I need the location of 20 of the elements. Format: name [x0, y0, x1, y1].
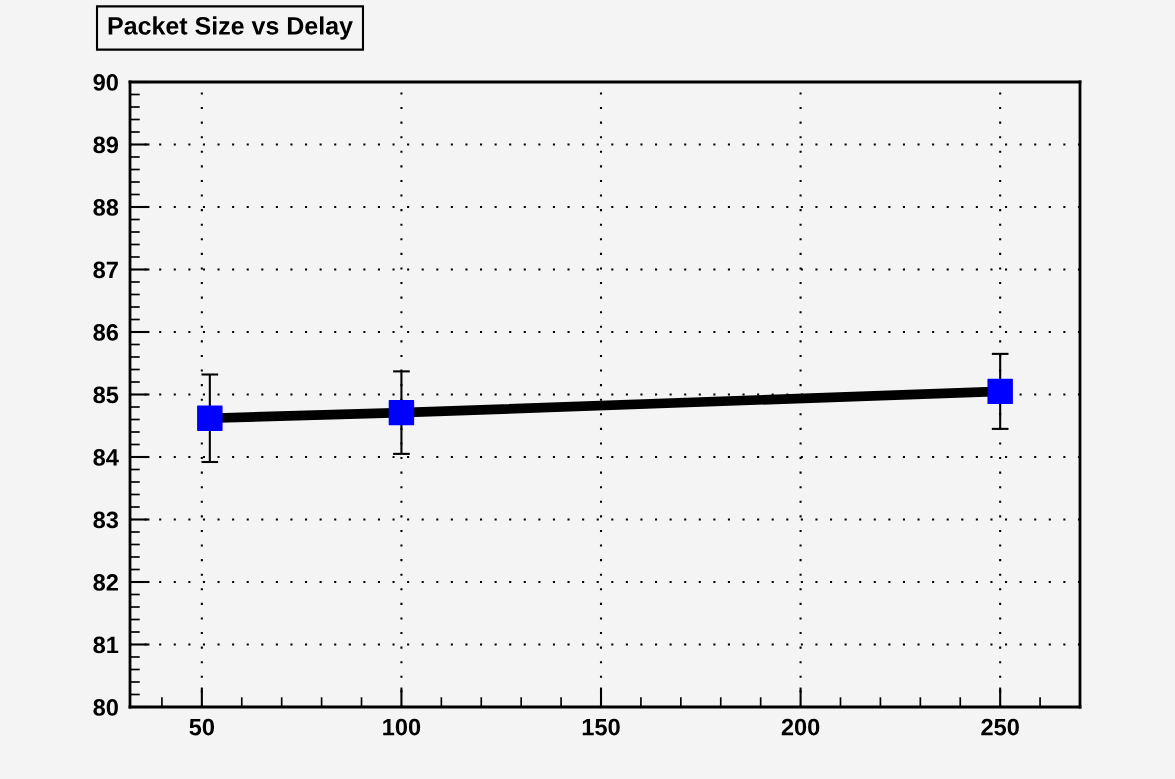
point	[197, 405, 223, 431]
x-tick-label: 250	[981, 718, 1019, 736]
y-tick-label: 85	[93, 386, 119, 404]
y-tick-label: 82	[93, 574, 118, 591]
y-tick-label: 90	[93, 74, 118, 91]
y-tick-label: 81	[93, 636, 119, 654]
x-tick-label: 150	[582, 718, 620, 736]
y-tick-label: 86	[93, 324, 119, 341]
point	[987, 378, 1013, 405]
x-tick-label: 50	[189, 718, 215, 736]
point	[388, 399, 415, 426]
y-tick-label: 83	[93, 511, 119, 529]
x-tick-label: 100	[383, 718, 421, 736]
y-tick-label: 88	[93, 199, 119, 216]
y-tick-label: 84	[93, 449, 119, 466]
y-tick-label: 87	[93, 261, 118, 279]
chart-title: Packet Size vs Delay	[108, 16, 353, 40]
y-tick-label: 80	[93, 699, 118, 716]
x-tick-label: 200	[781, 718, 820, 736]
y-tick-label: 89	[93, 136, 119, 154]
